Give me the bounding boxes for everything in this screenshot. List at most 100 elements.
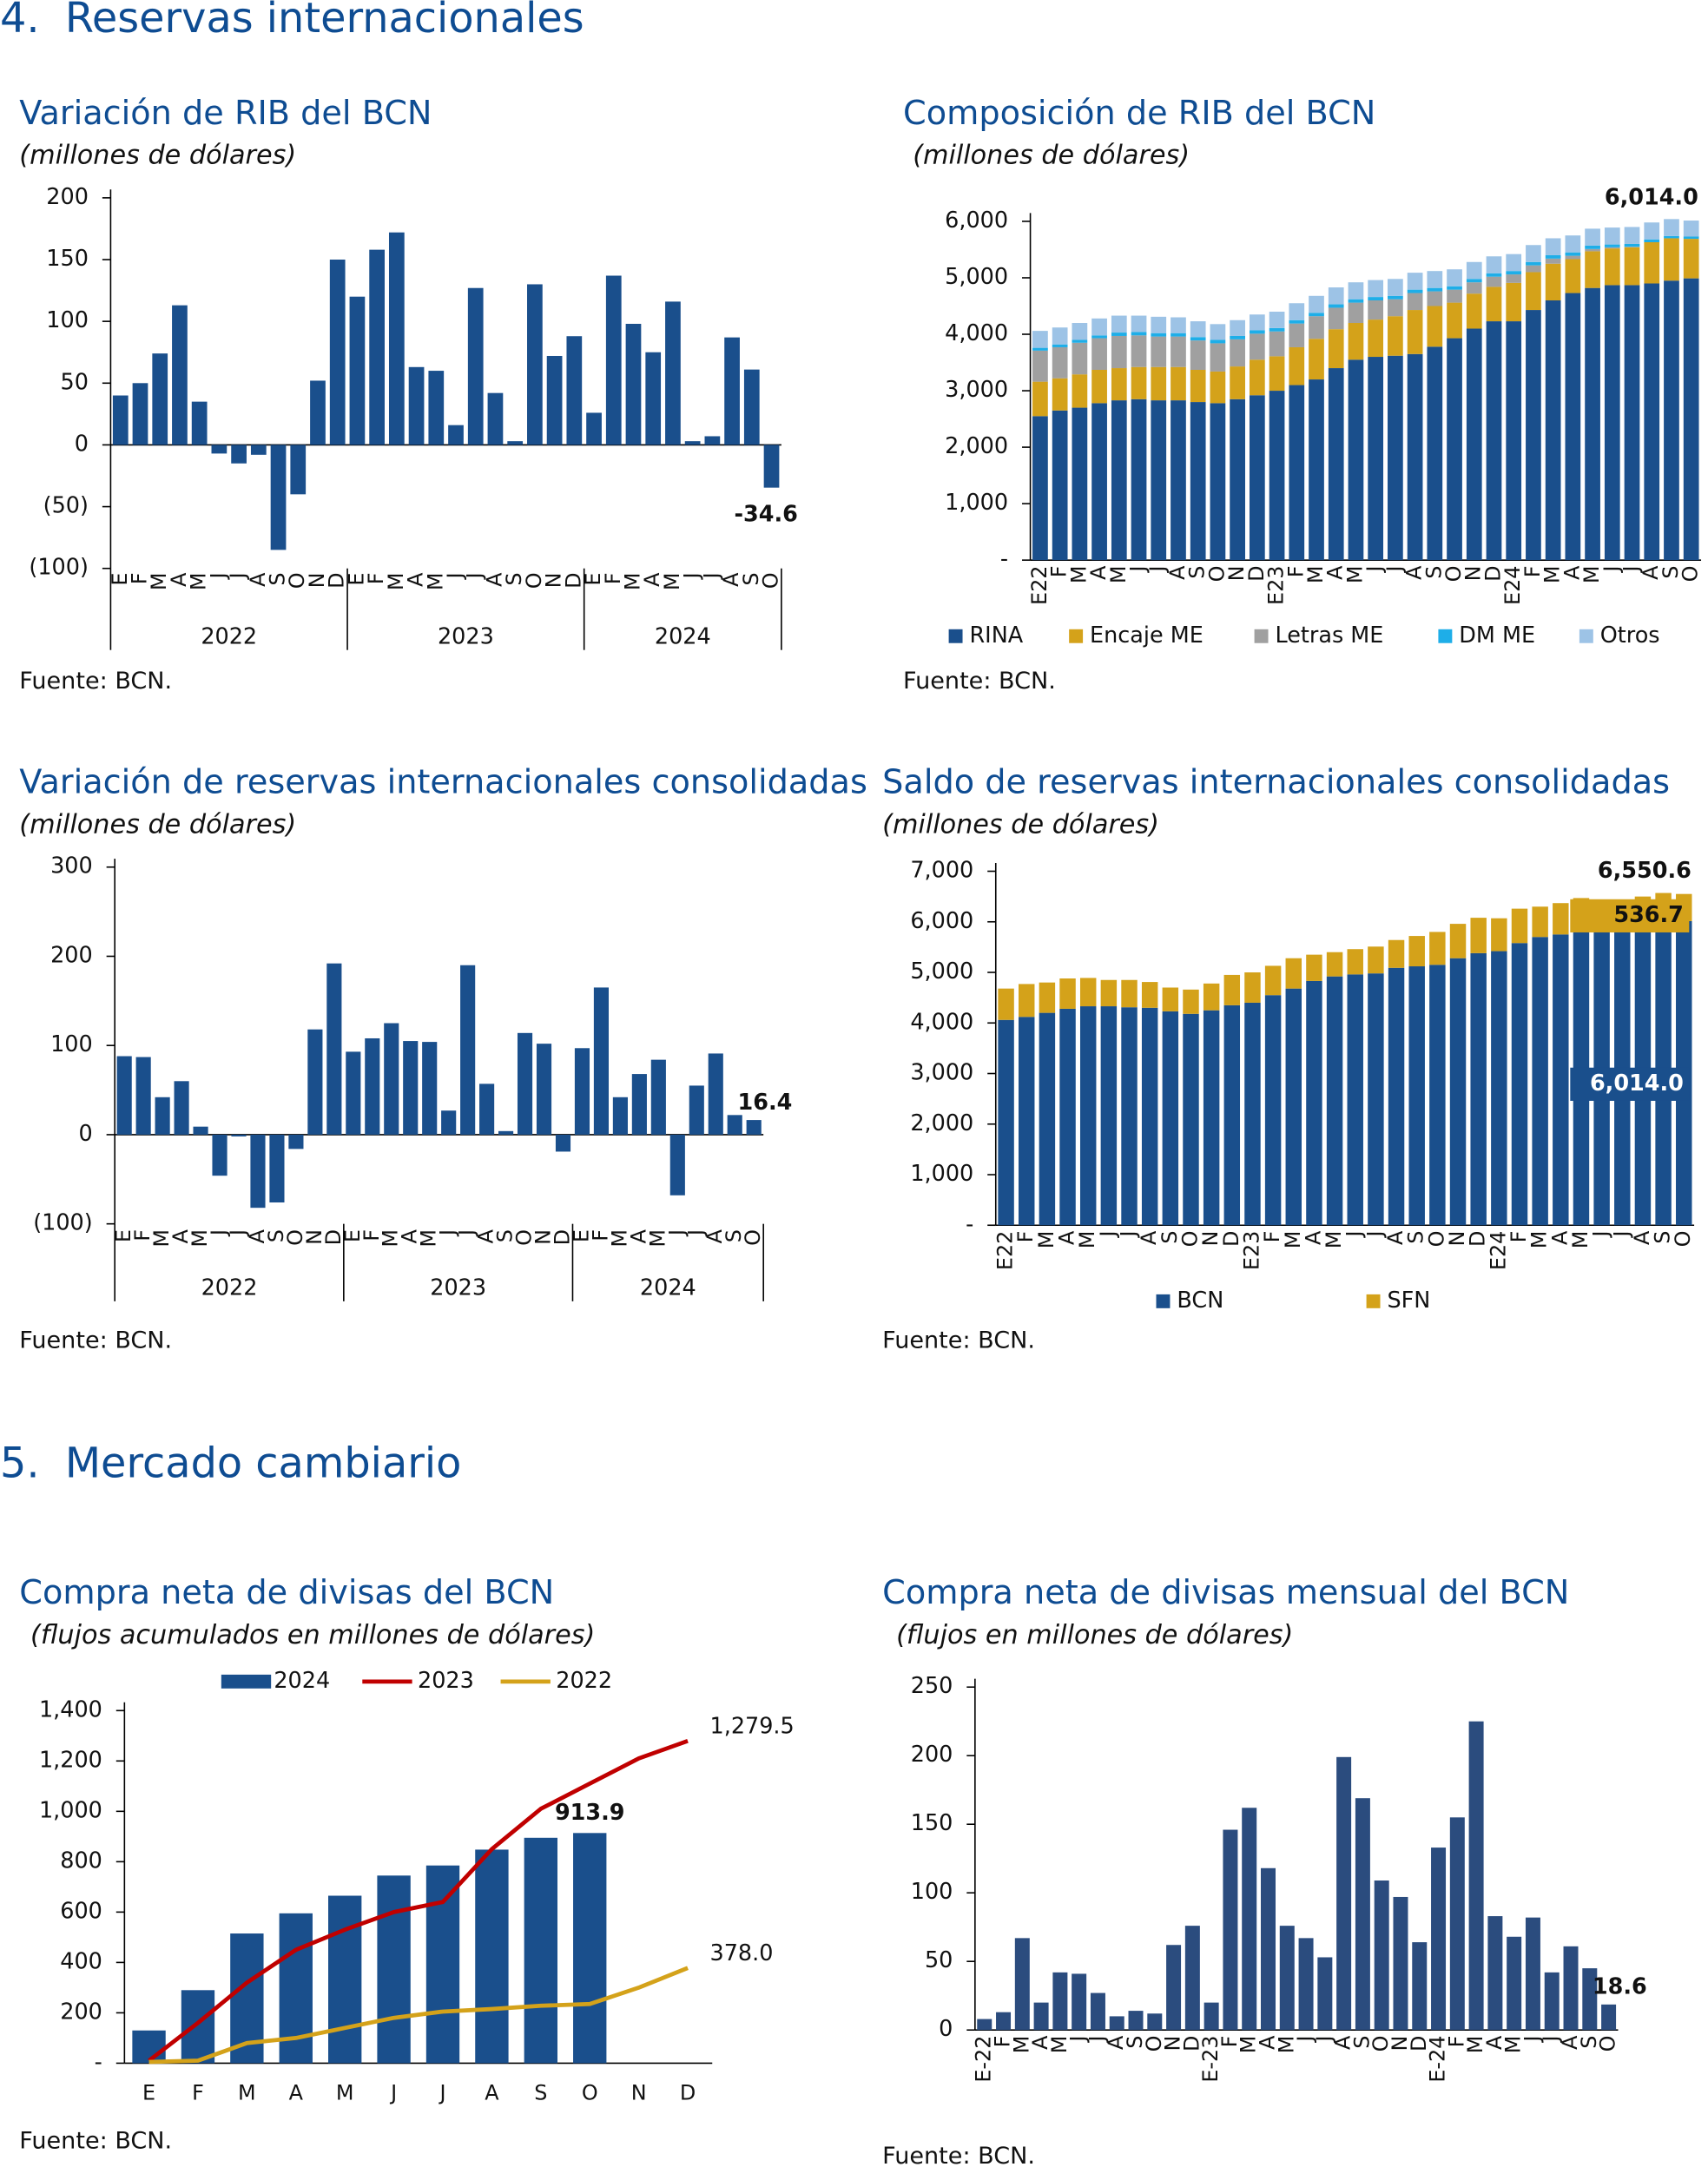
x-tick-label: N: [542, 572, 566, 588]
source-note: Fuente: BCN.: [19, 668, 172, 695]
bar-segment: [1585, 228, 1600, 246]
x-tick-label: S: [1651, 1231, 1675, 1244]
bar-segment: [1506, 321, 1522, 561]
bar-segment: [1183, 1013, 1199, 1226]
group-label: 2024: [640, 1275, 696, 1301]
x-tick-label: S: [1349, 2036, 1374, 2049]
x-tick-label: N: [1224, 566, 1249, 582]
legend-label: BCN: [1177, 1288, 1223, 1314]
x-tick-label: J: [1362, 1231, 1387, 1239]
y-tick-label: (50): [43, 493, 89, 519]
x-tick-label: M: [1106, 566, 1131, 584]
bar-segment: [1052, 410, 1068, 561]
bar: [1582, 1968, 1598, 2031]
x-tick-label: J: [389, 2080, 397, 2104]
x-tick-label: O: [1204, 566, 1229, 583]
bar-segment: [1624, 247, 1640, 286]
x-tick-label: E-24: [1426, 2036, 1450, 2083]
bar-segment: [1289, 303, 1305, 320]
bar: [1563, 1946, 1579, 2031]
bar-segment: [1249, 359, 1265, 396]
bar-segment: [1111, 315, 1127, 333]
bar-segment: [1449, 958, 1467, 1226]
x-tick-label: E23: [1264, 566, 1289, 605]
bar: [996, 2012, 1012, 2031]
bar: [152, 353, 168, 445]
x-tick-label: J: [207, 1229, 231, 1237]
group-label: 2022: [201, 1275, 258, 1301]
x-tick-label: D: [325, 572, 349, 588]
bar-segment: [1059, 978, 1076, 1009]
x-tick-label: J: [1312, 2036, 1336, 2044]
x-tick-label: S: [1421, 566, 1446, 579]
line: [148, 1739, 689, 2063]
x-tick-label: A: [719, 572, 743, 587]
bar-segment: [1306, 980, 1322, 1226]
x-tick-label: J: [463, 572, 487, 580]
chart-title: Variación de reservas internacionales co…: [19, 764, 867, 802]
bar-segment: [1545, 254, 1561, 259]
x-tick-label: F: [1260, 1231, 1284, 1243]
x-tick-label: F: [991, 2036, 1015, 2048]
x-tick-label: O: [1678, 566, 1703, 583]
bar-segment: [1223, 974, 1241, 1005]
bar-segment: [1565, 252, 1581, 256]
bar: [746, 1120, 762, 1135]
bar-segment: [1190, 369, 1206, 403]
bar-segment: [1269, 391, 1285, 561]
bar-segment: [1151, 400, 1167, 561]
bar: [388, 232, 405, 445]
x-tick-label: F: [1013, 1231, 1038, 1243]
x-tick-label: M: [417, 1229, 441, 1248]
bar-segment: [1506, 282, 1522, 322]
bar-segment: [1326, 976, 1343, 1226]
x-tick-label: F: [1520, 566, 1545, 578]
bar-segment: [1171, 400, 1186, 561]
bar: [1544, 1972, 1560, 2031]
bar-segment: [1091, 335, 1107, 339]
bar-segment: [1388, 316, 1403, 356]
x-tick-label: E: [581, 572, 605, 585]
section-number: 4.: [0, 0, 40, 43]
bar: [498, 1130, 514, 1135]
bar-segment: [1683, 221, 1699, 237]
bar: [1128, 2011, 1144, 2031]
bar-segment: [1249, 395, 1265, 561]
bar: [467, 287, 484, 445]
bar-segment: [1328, 307, 1344, 330]
bar-segment: [1585, 287, 1600, 561]
bar: [310, 380, 326, 445]
x-tick-label: M: [1463, 2036, 1487, 2054]
bar-segment: [1526, 272, 1541, 311]
bar-segment: [1585, 248, 1600, 252]
bar-segment: [1131, 332, 1147, 336]
bar-segment: [1039, 1012, 1056, 1226]
bar-segment: [1532, 937, 1548, 1226]
bar-segment: [1032, 331, 1048, 348]
x-tick-label: A: [1104, 2035, 1128, 2050]
bar-segment: [1072, 342, 1088, 375]
x-tick-label: M: [1274, 2036, 1298, 2054]
x-tick-label: A: [1055, 1230, 1079, 1245]
x-tick-label: M: [1342, 566, 1367, 584]
bar: [328, 1895, 362, 2064]
bar: [193, 1126, 208, 1135]
x-tick-label: O: [512, 1229, 537, 1246]
bar: [369, 249, 385, 445]
x-tick-label: N: [1445, 1231, 1469, 1247]
bar-segment: [1230, 339, 1245, 367]
y-tick-label: 4,000: [910, 1009, 973, 1035]
bar: [724, 337, 740, 445]
x-tick-label: J: [443, 572, 467, 580]
data-label-box: [1570, 1067, 1690, 1101]
bar-segment: [1565, 293, 1581, 561]
y-tick-label: (100): [29, 555, 88, 581]
x-tick-label: J: [1599, 566, 1624, 574]
bar: [1449, 1817, 1465, 2031]
bar-segment: [1052, 378, 1068, 411]
bar: [1468, 1721, 1484, 2031]
bar: [727, 1115, 742, 1135]
x-tick-label: M: [1540, 566, 1565, 584]
x-tick-label: J: [436, 1229, 460, 1237]
x-tick-label: J: [1362, 566, 1387, 574]
